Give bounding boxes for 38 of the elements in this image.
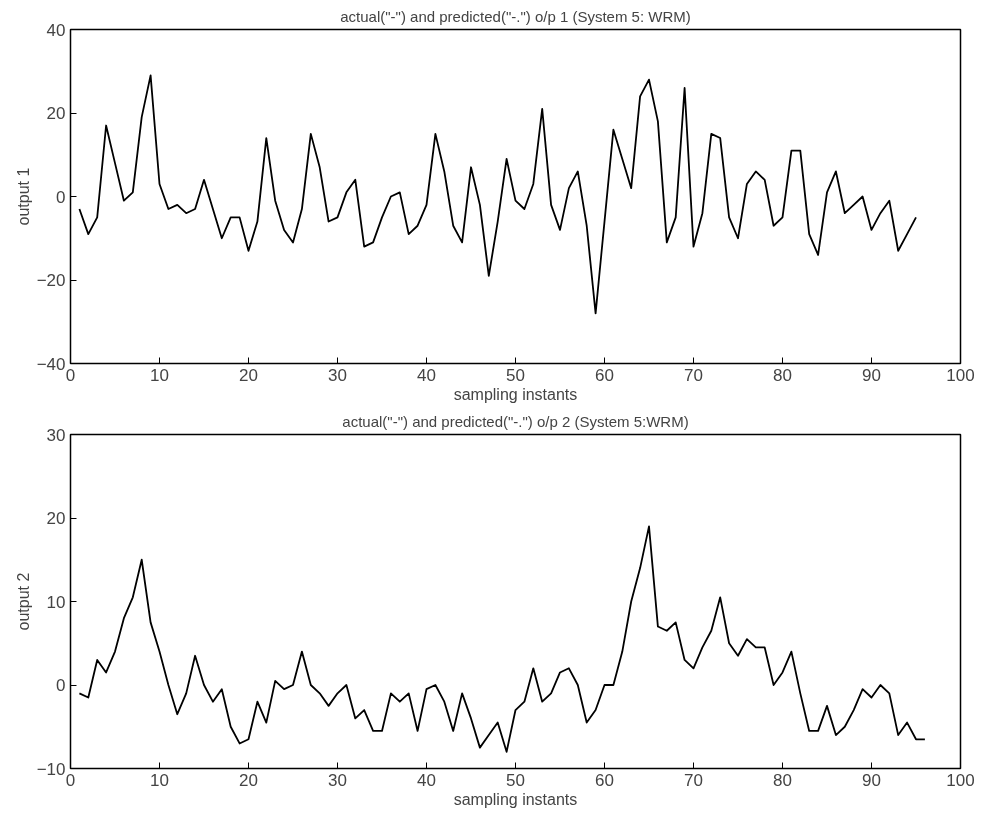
x-tick-label: 60 — [595, 770, 614, 790]
x-tick-label: 80 — [773, 365, 792, 385]
x-axis-title: sampling instants — [453, 385, 578, 403]
x-tick-label: 40 — [417, 365, 436, 385]
y-tick-label: −10 — [36, 759, 66, 779]
y-axis-title: output 1 — [14, 167, 32, 226]
chart-title: actual("-") and predicted("-.") o/p 1 (System 5: WRM) — [340, 7, 691, 25]
y-axis-title: output 2 — [14, 572, 32, 631]
y-tick-label: 10 — [46, 592, 66, 612]
x-tick-label: 40 — [417, 770, 436, 790]
x-tick-label: 10 — [150, 365, 169, 385]
x-tick-label: 90 — [862, 365, 881, 385]
x-tick-label: 20 — [239, 365, 258, 385]
line-series — [78, 525, 926, 753]
y-tick-label: −40 — [36, 354, 66, 374]
y-tick-label: 20 — [46, 104, 66, 123]
x-tick-label: 80 — [773, 770, 792, 790]
y-tick-label: −20 — [36, 271, 66, 290]
y-tick-label: 20 — [46, 509, 66, 528]
x-tick-label: 30 — [328, 770, 347, 790]
x-tick-label: 100 — [946, 770, 975, 790]
y-tick-label: 40 — [46, 20, 66, 40]
x-tick-label: 70 — [684, 365, 703, 385]
x-tick-label: 20 — [239, 770, 258, 790]
x-tick-label: 90 — [862, 770, 881, 790]
x-tick-label: 50 — [506, 770, 525, 790]
chart-title: actual("-") and predicted("-.") o/p 2 (System 5:WRM) — [342, 412, 689, 430]
x-axis-title: sampling instants — [453, 790, 578, 808]
x-tick-label: 70 — [684, 770, 703, 790]
y-tick-label: 30 — [46, 425, 66, 445]
line-series — [78, 74, 917, 315]
x-tick-label: 50 — [506, 365, 525, 385]
x-tick-label: 30 — [328, 365, 347, 385]
y-tick-label: 0 — [56, 676, 66, 695]
y-tick-label: 0 — [56, 187, 66, 207]
x-tick-label: 60 — [595, 365, 614, 385]
x-tick-label: 100 — [946, 365, 975, 385]
x-tick-label: 10 — [150, 770, 169, 790]
